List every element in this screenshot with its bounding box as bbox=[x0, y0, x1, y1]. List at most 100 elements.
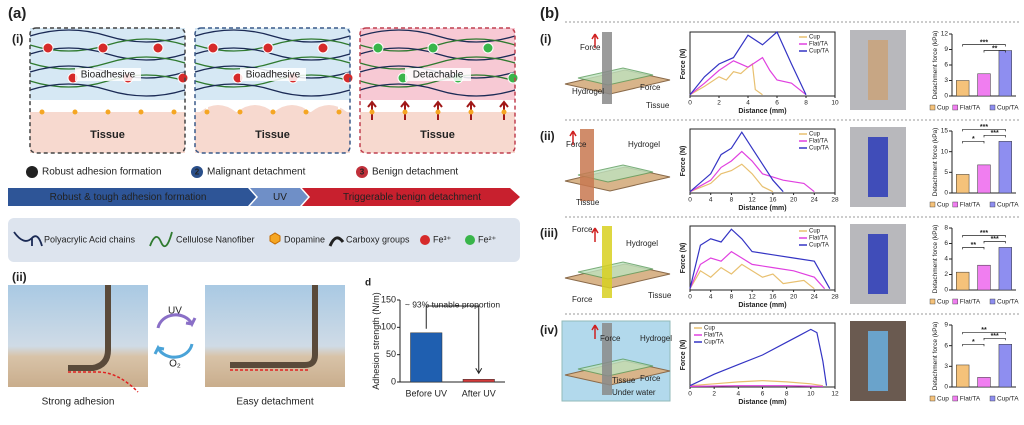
y-axis-label: Force (N) bbox=[680, 49, 687, 80]
significance-bracket bbox=[983, 337, 1006, 341]
x-tick-label: 6 bbox=[761, 391, 765, 398]
significance-label: * bbox=[972, 136, 975, 143]
legend-text: Flat/TA bbox=[960, 396, 981, 403]
material-label: Detachable bbox=[413, 70, 464, 81]
box-border bbox=[359, 27, 516, 154]
polymer-chain bbox=[359, 56, 516, 70]
x-tick-label: After UV bbox=[462, 388, 496, 398]
tissue-bump bbox=[237, 105, 273, 112]
fe3-ion bbox=[177, 72, 189, 84]
y-tick-label: 5 bbox=[944, 169, 948, 176]
chart-letter: d bbox=[365, 278, 371, 289]
legend-text: Carboxy groups bbox=[346, 234, 410, 244]
x-tick-label: 2 bbox=[712, 391, 716, 398]
box-border bbox=[29, 27, 186, 154]
schematic-label: Force bbox=[566, 140, 587, 149]
legend-text: Cup/TA bbox=[809, 49, 829, 55]
force-line bbox=[689, 150, 815, 193]
legend-box bbox=[8, 218, 520, 262]
y-tick-label: 0 bbox=[944, 190, 948, 197]
schematic-label: Force bbox=[600, 334, 621, 343]
y-tick-label: 0 bbox=[944, 93, 948, 100]
significance-label: ** bbox=[992, 45, 998, 52]
icon-dopamine bbox=[269, 232, 281, 245]
caption: Easy detachment bbox=[236, 397, 313, 408]
x-tick-label: 8 bbox=[785, 391, 789, 398]
y-axis-label: Detachment force (kPa) bbox=[932, 128, 939, 197]
tissue-region bbox=[195, 112, 350, 153]
force-line bbox=[689, 31, 807, 96]
bar bbox=[956, 271, 970, 291]
label-bg bbox=[240, 68, 306, 81]
schematic-label: Tissue bbox=[646, 101, 670, 110]
legend-swatch bbox=[952, 395, 958, 402]
significance-bracket bbox=[962, 331, 1006, 335]
legend-text: Flat/TA bbox=[809, 139, 828, 145]
schematic-label: Force bbox=[572, 225, 593, 234]
x-tick-label: 16 bbox=[769, 197, 777, 204]
legend-swatch bbox=[989, 104, 996, 111]
process-segment bbox=[250, 188, 308, 206]
legend-text: Flat/TA bbox=[960, 202, 981, 209]
cycle-label: O₂ bbox=[169, 359, 181, 370]
legend-text: Cup/TA bbox=[997, 396, 1019, 403]
step-text: Robust adhesion formation bbox=[42, 167, 162, 178]
fixture bbox=[602, 323, 612, 395]
process-segment bbox=[302, 188, 520, 206]
process-text: Robust & tough adhesion formation bbox=[50, 192, 207, 203]
tissue-bump bbox=[200, 105, 236, 112]
y-tick-label: 6 bbox=[944, 342, 948, 349]
dopamine bbox=[468, 109, 474, 115]
significance-bracket bbox=[962, 128, 1006, 132]
tissue-label: Tissue bbox=[90, 129, 125, 141]
polymer-chain bbox=[194, 83, 351, 97]
schematic-label: Tissue bbox=[648, 291, 672, 300]
x-tick-label: 12 bbox=[831, 391, 839, 398]
significance-bracket bbox=[962, 343, 985, 347]
legend-text: Cup/TA bbox=[704, 340, 724, 346]
part-label: (ii) bbox=[12, 270, 27, 284]
legend-text: Cellulose Nanofiber bbox=[176, 234, 255, 244]
hydrogel-slab bbox=[577, 164, 654, 183]
fe3-ion bbox=[342, 72, 354, 84]
x-tick-label: 12 bbox=[749, 197, 757, 204]
fe3-ion bbox=[207, 42, 219, 54]
fe3-ion bbox=[97, 42, 109, 54]
x-tick-label: 6 bbox=[775, 100, 779, 107]
photo-detail bbox=[868, 234, 888, 294]
dopamine bbox=[237, 109, 243, 115]
legend-swatch bbox=[929, 201, 936, 208]
bar bbox=[977, 164, 991, 194]
x-tick-label: 10 bbox=[831, 100, 839, 107]
significance-label: * bbox=[972, 339, 975, 346]
y-axis-label: Force (N) bbox=[680, 340, 687, 371]
polymer-chain bbox=[194, 29, 351, 43]
bar bbox=[956, 80, 970, 97]
legend-text: Cup bbox=[809, 35, 821, 41]
dopamine bbox=[204, 109, 210, 115]
significance-label: ** bbox=[981, 327, 987, 334]
bar bbox=[977, 264, 991, 291]
force-line bbox=[689, 62, 763, 96]
x-tick-label: 4 bbox=[709, 197, 713, 204]
step-number: 1 bbox=[30, 168, 35, 177]
legend-text: Cup bbox=[704, 326, 716, 332]
y-tick-label: 12 bbox=[941, 31, 949, 38]
x-tick-label: 28 bbox=[831, 294, 839, 301]
force-line bbox=[689, 250, 826, 290]
step-badge bbox=[356, 166, 368, 178]
dopamine bbox=[171, 109, 177, 115]
icon-fe2 bbox=[465, 235, 475, 245]
y-tick-label: 0 bbox=[391, 376, 396, 386]
legend-text: Flat/TA bbox=[960, 299, 981, 306]
legend-text: Polyacrylic Acid chains bbox=[44, 234, 136, 244]
legend-swatch bbox=[952, 298, 958, 305]
detach-arrow bbox=[236, 100, 244, 110]
process-segment bbox=[8, 188, 256, 206]
y-tick-label: 3 bbox=[944, 77, 948, 84]
significance-bracket bbox=[962, 235, 1006, 238]
material-label: Bioadhesive bbox=[81, 70, 136, 81]
caption: Strong adhesion bbox=[42, 397, 115, 408]
legend-swatch bbox=[929, 104, 936, 111]
step-number: 2 bbox=[195, 168, 200, 177]
